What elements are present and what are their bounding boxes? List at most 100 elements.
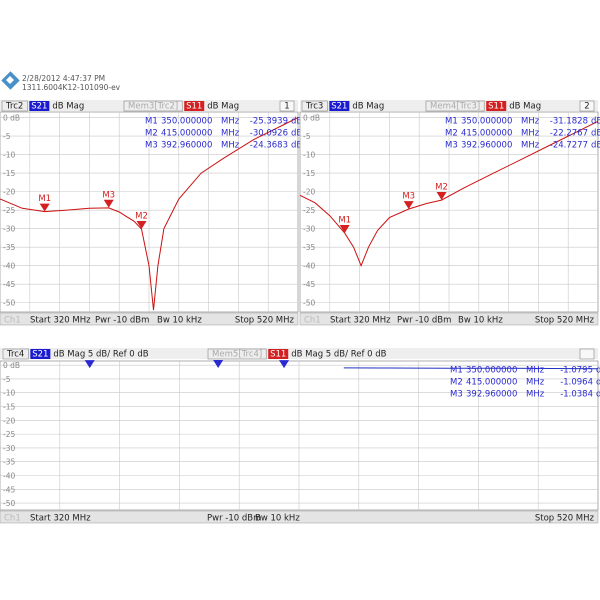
trace-name: Trc3 [305, 102, 323, 112]
trace-name: Mem4[Trc3] [430, 102, 480, 112]
readout-name: M2 [445, 129, 458, 139]
marker [339, 225, 350, 234]
y-tick-label: -40 [3, 472, 15, 481]
logo [1, 71, 20, 90]
footer-channel: Ch1 [4, 316, 21, 326]
y-tick-label: 0 dB [303, 114, 320, 123]
readout-value: -30.0926 [250, 129, 288, 139]
marker-name: M2 [135, 212, 148, 222]
trace-line [300, 120, 598, 268]
readout-freq: 415.000000 [466, 378, 517, 388]
readout-unit: dB [596, 366, 600, 376]
footer-bandwidth: Bw 10 kHz [255, 514, 300, 524]
y-tick-label: -10 [3, 389, 15, 398]
footer-channel: Ch1 [304, 316, 321, 326]
trace-box [425, 100, 485, 112]
readout-freq: 415.000000 [461, 129, 512, 139]
trace-param: S21 [331, 102, 347, 112]
marker [39, 203, 50, 212]
trace-format: dB Mag [509, 102, 541, 112]
readout-unit: MHz [221, 117, 240, 127]
footer-bar [0, 510, 599, 524]
y-tick-label: -20 [303, 188, 315, 197]
param-box [486, 101, 507, 111]
param-box [268, 349, 289, 359]
trace-format: dB Mag [52, 102, 84, 112]
readout-unit: dB [591, 141, 600, 151]
y-tick-label: -30 [3, 225, 15, 234]
y-tick-label: -5 [3, 132, 11, 141]
readout-freq: 415.000000 [161, 129, 212, 139]
footer-power: Pwr -10 dBm [207, 514, 261, 524]
marker [136, 221, 147, 230]
readout-freq: 392.960000 [466, 390, 517, 400]
readout-name: M3 [145, 141, 158, 151]
readout-unit: MHz [521, 141, 540, 151]
trace-name: Mem5[Trc4] [212, 350, 262, 360]
trace-format: dB Mag 5 dB/ Ref 0 dB [53, 350, 148, 360]
trace-name: Mem3[Trc2] [128, 102, 178, 112]
y-tick-label: -5 [303, 132, 311, 141]
readout-freq: 392.960000 [161, 141, 212, 151]
channel-box [579, 100, 595, 112]
y-tick-label: -40 [3, 262, 15, 271]
y-tick-label: -15 [303, 169, 315, 178]
readout-unit: MHz [526, 366, 545, 376]
device-id: 1311.6004K12-101090-ev [22, 83, 121, 92]
marker [279, 360, 290, 369]
marker [84, 360, 95, 369]
trace-param: S21 [31, 102, 47, 112]
readout-name: M1 [445, 117, 458, 127]
y-tick-label: 0 dB [3, 361, 20, 370]
y-tick-label: -5 [3, 375, 11, 384]
title-bar [0, 348, 598, 359]
param-box [29, 101, 50, 111]
trace-line [0, 117, 298, 311]
footer-bar [299, 312, 599, 326]
y-tick-label: -15 [3, 403, 15, 412]
readout-unit: dB [291, 141, 302, 151]
trace-line [343, 367, 598, 370]
param-box [329, 101, 350, 111]
title-bar [0, 100, 298, 111]
footer-power: Pwr -10 dBm [397, 316, 451, 326]
readout-value: -31.1828 [550, 117, 588, 127]
readout-name: M1 [145, 117, 158, 127]
y-tick-label: -40 [303, 262, 315, 271]
channel-number: 1 [284, 102, 289, 112]
readout-unit: MHz [526, 390, 545, 400]
y-tick-label: -50 [3, 499, 15, 508]
footer-start: Start 320 MHz [30, 514, 91, 524]
trace-param: S11 [270, 350, 286, 360]
readout-freq: 392.960000 [461, 141, 512, 151]
y-tick-label: -10 [3, 151, 15, 160]
footer-power: Pwr -10 dBm [95, 316, 149, 326]
readout-value: -25.3939 [250, 117, 288, 127]
readout-freq: 350.000000 [161, 117, 212, 127]
readout-unit: dB [591, 117, 600, 127]
y-tick-label: 0 dB [3, 114, 20, 123]
readout-unit: MHz [526, 378, 545, 388]
y-tick-label: -20 [3, 416, 15, 425]
readout-name: M1 [450, 366, 463, 376]
footer-stop: Stop 520 MHz [235, 316, 295, 326]
channel-number: 2 [584, 102, 589, 112]
footer-stop: Stop 520 MHz [535, 514, 595, 524]
readout-unit: dB [596, 378, 600, 388]
footer-bandwidth: Bw 10 kHz [458, 316, 503, 326]
footer-start: Start 320 MHz [330, 316, 391, 326]
y-tick-label: -25 [3, 206, 15, 215]
footer-start: Start 320 MHz [30, 316, 91, 326]
param-box [30, 349, 51, 359]
marker [403, 201, 414, 210]
readout-value: -22.2767 [550, 129, 588, 139]
footer-stop: Stop 520 MHz [535, 316, 595, 326]
y-tick-label: -25 [303, 206, 315, 215]
trace-param: S11 [488, 102, 504, 112]
y-tick-label: -45 [3, 485, 15, 494]
marker [436, 192, 447, 201]
readout-unit: MHz [221, 141, 240, 151]
readout-name: M2 [145, 129, 158, 139]
marker-name: M1 [38, 194, 51, 204]
